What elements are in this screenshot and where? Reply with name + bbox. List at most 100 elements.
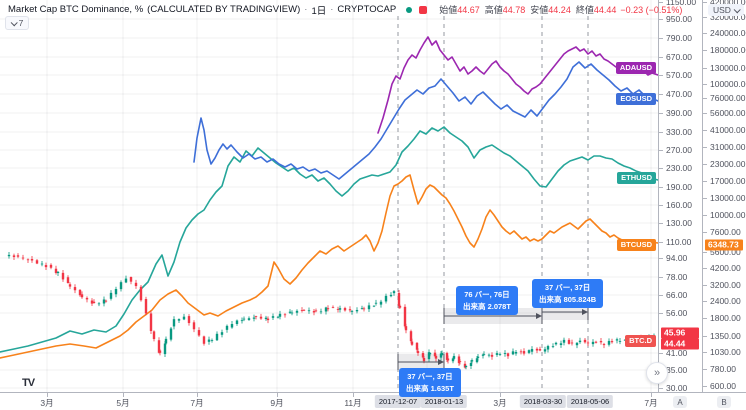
price-scale-a[interactable]: 1150.00 950.00 790.00 670.00 570.00 470.00 390… [658, 0, 702, 393]
chevron-down-icon [10, 18, 18, 26]
price-tick-mark [659, 75, 663, 76]
measure-volume-text: 出来高 805.824B [539, 294, 597, 304]
chart-legend-header: Market Cap BTC Dominance, % (CALCULATED … [8, 3, 682, 17]
low-label: 安値 [530, 5, 549, 15]
price-tick-label: 5600.00 [710, 247, 741, 257]
price-tick-mark [703, 285, 707, 286]
price-value-label: 44.44 [661, 338, 699, 350]
price-tick-label: 31000.00 [710, 142, 746, 152]
time-tick-label: 3月 [493, 398, 507, 408]
price-tick-mark [659, 388, 663, 389]
alert-icon[interactable] [419, 5, 428, 14]
series-line-adausd[interactable] [377, 36, 659, 134]
series-line-eosusd[interactable] [193, 61, 659, 180]
price-tick-label: 13000.00 [710, 193, 746, 203]
price-tick-mark [703, 215, 707, 216]
price-tick-mark [703, 113, 707, 114]
symbol-title[interactable]: Market Cap BTC Dominance, % [8, 4, 144, 15]
scale-a-button[interactable]: A [673, 396, 687, 408]
price-tick-mark [659, 242, 663, 243]
price-tick-label: 470.00 [666, 89, 692, 99]
price-tick-label: 420000.00 [710, 0, 746, 7]
measure-bars-text: 37 バー, 37日 [407, 372, 453, 381]
series-count: 7 [18, 18, 24, 28]
price-scale-b[interactable]: 420000.00 320000.00 240000.00 180000.00 1300… [702, 0, 746, 392]
price-tick-label: 780.00 [710, 364, 736, 374]
price-tick-mark [659, 38, 663, 39]
time-tick-mark [47, 393, 48, 397]
series-line-btcusd[interactable] [0, 174, 659, 359]
exchange-name: CRYPTOCAP [337, 4, 397, 15]
price-tick-label: 390.00 [666, 108, 692, 118]
price-tick-mark [703, 50, 707, 51]
measure-volume-text: 出来高 2.078T [463, 301, 511, 311]
close-value: 44.44 [593, 5, 617, 15]
time-tick-mark [651, 393, 652, 397]
price-tick-mark [703, 268, 707, 269]
price-tick-label: 130.00 [666, 218, 692, 228]
price-tick-label: 230.00 [666, 163, 692, 173]
market-status-icon [406, 6, 413, 13]
separator: · [304, 4, 308, 15]
measure-label-0[interactable]: 76 バー, 76日 出来高 2.078T [456, 286, 518, 316]
price-tick-mark [703, 147, 707, 148]
scale-b-button[interactable]: B [717, 396, 731, 408]
price-tick-label: 66.00 [666, 290, 688, 300]
measure-label-2[interactable]: 37 バー, 37日 出来高 1.635T [399, 368, 461, 398]
date-range-marker: 2018-01-13 [420, 395, 468, 408]
date-range-marker: 2018-05-06 [566, 395, 614, 408]
tradingview-logo[interactable]: TV [22, 377, 35, 389]
interval-button[interactable]: 1日 [311, 5, 327, 17]
price-tick-label: 78.00 [666, 272, 688, 282]
price-tick-mark [703, 369, 707, 370]
chevron-down-icon [733, 5, 741, 13]
price-tick-mark [659, 258, 663, 259]
currency-label: USD [713, 5, 731, 15]
price-tick-label: 130000.00 [710, 63, 746, 73]
price-tick-mark [659, 2, 663, 3]
price-tick-label: 56000.00 [710, 108, 746, 118]
price-tick-mark [703, 98, 707, 99]
price-tick-mark [659, 277, 663, 278]
price-tick-mark [659, 132, 663, 133]
measure-arrowhead [536, 313, 542, 319]
price-tick-label: 190.00 [666, 182, 692, 192]
scroll-to-realtime-button[interactable]: » [646, 362, 668, 384]
measure-label-1[interactable]: 37 バー, 37日 出来高 805.824B [532, 279, 604, 309]
price-tick-label: 570.00 [666, 70, 692, 80]
measure-bars-text: 37 バー, 37日 [544, 283, 591, 292]
time-tick-mark [500, 393, 501, 397]
time-tick-label: 7月 [644, 398, 658, 408]
price-tick-mark [703, 386, 707, 387]
price-tick-label: 270.00 [666, 145, 692, 155]
price-tick-mark [703, 68, 707, 69]
low-value: 44.24 [548, 5, 571, 15]
price-tick-label: 240000.00 [710, 28, 746, 38]
currency-selector[interactable]: USD [708, 4, 744, 16]
close-label: 終値 [575, 5, 594, 15]
price-tick-mark [703, 352, 707, 353]
time-tick-mark [353, 393, 354, 397]
time-axis[interactable]: 3月5月7月9月11月23月7月2017-12-072018-01-132018… [0, 392, 746, 410]
series-tag-ethusd: ETHUSD [617, 172, 656, 184]
price-tick-label: 2400.00 [710, 296, 741, 306]
price-tick-mark [659, 223, 663, 224]
object-tree-toggle-button[interactable]: 7 [5, 16, 29, 30]
price-tick-mark [659, 94, 663, 95]
series-tag-adausd: ADAUSD [615, 62, 656, 74]
time-tick-mark [197, 393, 198, 397]
price-tick-label: 110.00 [666, 237, 692, 247]
price-tick-label: 7600.00 [710, 227, 741, 237]
price-tick-mark [659, 295, 663, 296]
price-tick-mark [703, 181, 707, 182]
time-tick-mark [123, 393, 124, 397]
price-tick-label: 17000.00 [710, 176, 746, 186]
price-tick-label: 180000.00 [710, 45, 746, 55]
price-tick-mark [703, 33, 707, 34]
price-tick-label: 56.00 [666, 308, 688, 318]
price-tick-mark [703, 164, 707, 165]
price-tick-mark [659, 353, 663, 354]
series-line-ethusd[interactable] [0, 126, 659, 353]
time-tick-mark [277, 393, 278, 397]
